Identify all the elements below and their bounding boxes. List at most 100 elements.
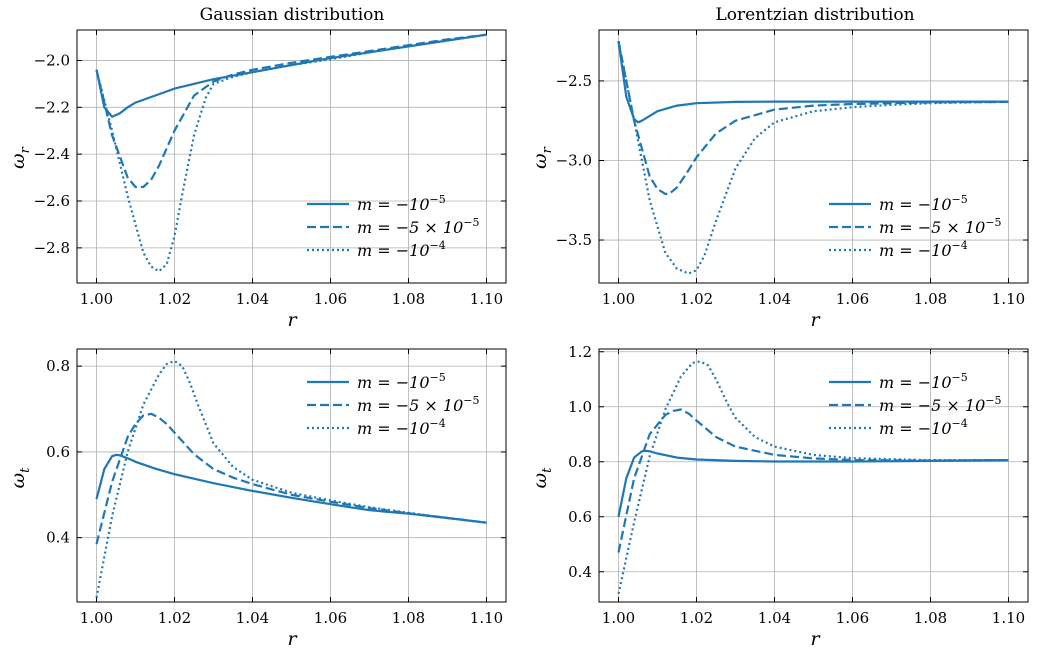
x-tick-label: 1.10 [992,609,1025,627]
x-tick-label: 1.06 [314,609,347,627]
series-line-dotted [617,40,1009,275]
x-axis-label: r [287,309,298,331]
legend-label: m = −5 × 10−5 [357,394,480,415]
x-tick-label: 1.06 [836,609,869,627]
series-line-solid [617,449,1009,518]
y-tick-labels: −2.0 −2.2 −2.4 −2.6 −2.8 [34,51,70,256]
y-tick-label: 1.2 [568,343,592,361]
x-tick-label: 1.02 [680,290,713,308]
panel-gaussian-omega-r: Gaussian distribution 1.00 1.02 1.04 1.06 1.… [7,5,507,331]
y-axis-label: ωr [529,146,555,169]
x-tick-labels: 1.00 1.02 1.04 1.06 1.08 1.10 [80,290,503,308]
x-tick-label: 1.08 [392,290,425,308]
legend-label: m = −5 × 10−5 [879,394,1002,415]
y-tick-label: −2.8 [34,239,70,257]
x-tick-label: 1.04 [758,609,791,627]
y-tick-label: −2.4 [34,145,70,163]
series-line-solid [95,453,487,524]
legend: m = −10−5m = −5 × 10−5m = −10−4 [307,371,480,438]
plot-frame [76,29,507,284]
y-tick-label: 0.6 [568,508,592,526]
x-tick-label: 1.04 [236,290,269,308]
panel-gaussian-omega-t: 1.00 1.02 1.04 1.06 1.08 1.10 0.4 0.6 0.8 m = −… [7,348,507,650]
series-lines [95,33,487,273]
panel-title: Lorentzian distribution [715,5,914,25]
y-tick-label: 0.8 [46,357,70,375]
legend-label: m = −10−4 [879,417,968,438]
x-tick-label: 1.06 [314,290,347,308]
legend-label: m = −10−5 [879,371,968,392]
series-line-dashed [617,40,1009,195]
y-axis-label: ωr [7,146,33,169]
legend: m = −10−5m = −5 × 10−5m = −10−4 [829,371,1002,438]
y-axis-label: ωt [529,467,555,489]
plot-frame [598,348,1029,603]
series-line-dashed [617,408,1009,553]
x-tick-label: 1.00 [80,290,113,308]
legend-label: m = −5 × 10−5 [879,216,1002,237]
x-tick-label: 1.04 [758,290,791,308]
y-tick-label: 0.6 [46,443,70,461]
x-tick-label: 1.08 [914,609,947,627]
legend: m = −10−5m = −5 × 10−5m = −10−4 [829,193,1002,260]
x-tick-label: 1.10 [470,609,503,627]
legend-label: m = −10−5 [357,193,446,214]
series-line-solid [95,33,487,118]
grid-lines [77,30,506,283]
x-tick-label: 1.08 [392,609,425,627]
legend-label: m = −10−5 [357,371,446,392]
y-axis-label: ωt [7,467,33,489]
x-axis-label: r [810,628,821,650]
y-tick-labels: 0.4 0.6 0.8 1.0 1.2 [568,343,592,581]
legend-label: m = −10−4 [357,417,446,438]
x-axis-label: r [810,309,821,331]
x-tick-labels: 1.00 1.02 1.04 1.06 1.08 1.10 [80,609,503,627]
x-tick-labels: 1.00 1.02 1.04 1.06 1.08 1.10 [602,290,1025,308]
legend: m = −10−5m = −5 × 10−5m = −10−4 [307,193,480,260]
y-tick-label: −2.6 [34,192,70,210]
series-lines [95,359,487,598]
y-tick-label: 1.0 [568,398,592,416]
x-tick-label: 1.08 [914,290,947,308]
plot-frame [76,348,507,603]
y-tick-label: −3.0 [556,151,592,169]
x-tick-label: 1.02 [158,290,191,308]
y-tick-label: −2.2 [34,98,70,116]
legend-label: m = −5 × 10−5 [357,216,480,237]
x-tick-label: 1.10 [470,290,503,308]
y-tick-label: 0.4 [568,563,592,581]
series-line-dotted [95,33,487,273]
x-tick-label: 1.00 [602,609,635,627]
y-tick-label: 0.8 [568,453,592,471]
series-lines [617,40,1009,275]
y-tick-labels: −2.5 −3.0 −3.5 [556,72,592,249]
panel-lorentzian-omega-r: Lorentzian distribution 1.00 1.02 1.04 1.06… [529,5,1029,331]
x-tick-label: 1.02 [158,609,191,627]
plot-frame [598,29,1029,284]
legend-label: m = −10−4 [879,239,968,260]
series-lines [617,360,1009,595]
x-tick-label: 1.00 [602,290,635,308]
x-tick-label: 1.04 [236,609,269,627]
y-tick-label: −3.5 [556,231,592,249]
x-tick-label: 1.06 [836,290,869,308]
x-tick-labels: 1.00 1.02 1.04 1.06 1.08 1.10 [602,609,1025,627]
legend-label: m = −10−5 [879,193,968,214]
panel-lorentzian-omega-t: 1.00 1.02 1.04 1.06 1.08 1.10 0.4 0.6 0.8 1.0 1.2… [529,343,1029,650]
y-tick-label: 0.4 [46,529,70,547]
x-axis-label: r [287,628,298,650]
grid-lines [599,30,1028,283]
grid-lines [599,349,1028,602]
x-tick-label: 1.00 [80,609,113,627]
y-tick-label: −2.0 [34,51,70,69]
panel-title: Gaussian distribution [200,5,385,25]
series-line-dashed [95,33,487,189]
x-tick-label: 1.02 [680,609,713,627]
series-line-solid [617,40,1009,124]
series-line-dotted [95,359,487,598]
y-tick-labels: 0.4 0.6 0.8 [46,357,70,547]
legend-label: m = −10−4 [357,239,446,260]
y-tick-label: −2.5 [556,72,592,90]
grid-lines [77,349,506,602]
